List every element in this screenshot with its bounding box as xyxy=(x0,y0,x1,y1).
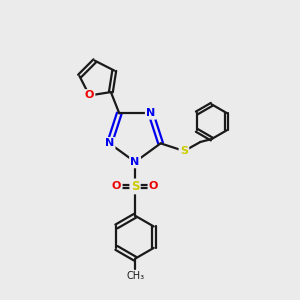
Text: O: O xyxy=(112,182,121,191)
Text: O: O xyxy=(85,91,94,100)
Text: S: S xyxy=(131,180,139,193)
Text: N: N xyxy=(105,138,114,148)
Text: N: N xyxy=(146,108,155,118)
Text: CH₃: CH₃ xyxy=(126,271,144,281)
Text: N: N xyxy=(130,157,140,167)
Text: S: S xyxy=(180,146,188,156)
Text: O: O xyxy=(149,182,158,191)
